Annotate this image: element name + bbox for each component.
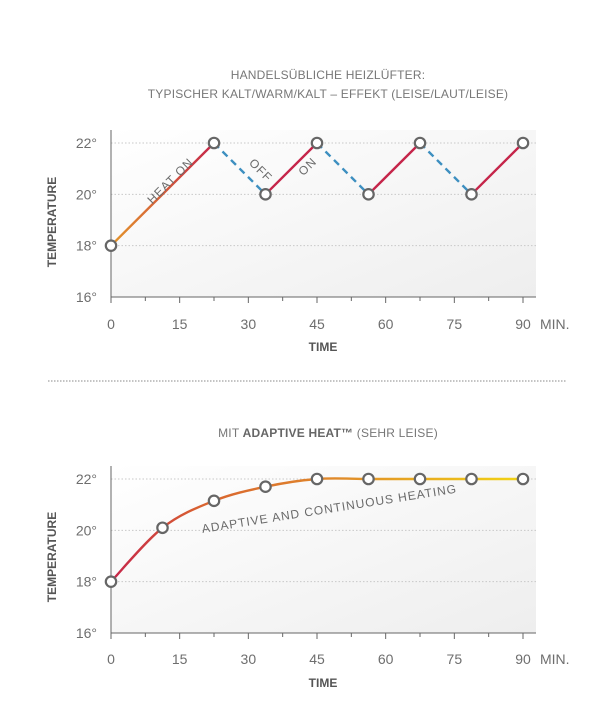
chart2-axes: [110, 466, 536, 639]
y-tick-label: 22°: [76, 135, 97, 151]
x-tick-label: 60: [378, 651, 394, 667]
chart-kalt-warm-kalt: HANDELSÜBLICHE HEIZLÜFTER: TYPISCHER KAL…: [45, 68, 570, 354]
heat-off-segment: [316, 142, 370, 196]
x-tick-label: 15: [172, 651, 188, 667]
x-tick-label: 30: [241, 651, 257, 667]
y-tick-label: 16°: [76, 289, 97, 305]
chart1-y-tick-labels: 16° 18° 20° 22°: [76, 135, 97, 305]
data-point-marker: [156, 521, 169, 535]
chart2-title-prefix: MIT: [218, 426, 243, 440]
y-tick-label: 20°: [76, 522, 97, 538]
chart1-grid: [111, 142, 536, 247]
chart2-y-axis-title: TEMPERATURE: [45, 512, 59, 602]
chart1-x-tick-labels: 0 15 30 45 60 75 90: [107, 316, 531, 332]
chart2-y-tick-labels: 16° 18° 20° 22°: [76, 471, 97, 641]
x-tick-label: 75: [447, 316, 463, 332]
data-point-marker: [207, 136, 221, 150]
data-point-marker: [516, 472, 530, 486]
chart1-series-lines: [109, 141, 525, 247]
heat-on-segment: [470, 141, 525, 196]
data-point-marker: [259, 480, 272, 493]
heat-off-segment: [419, 142, 473, 196]
chart1-title-line2: TYPISCHER KALT/WARM/KALT – EFFEKT (LEISE…: [148, 87, 509, 101]
chart1-title-line1: HANDELSÜBLICHE HEIZLÜFTER:: [231, 68, 426, 82]
x-tick-label: 0: [107, 316, 115, 332]
chart1-axes: [110, 130, 536, 303]
chart2-title-brand: ADAPTIVE HEAT™: [243, 426, 354, 440]
chart2-x-tick-labels: 0 15 30 45 60 75 90: [107, 651, 531, 667]
chart1-x-unit: MIN.: [540, 316, 570, 332]
data-point-marker: [465, 188, 478, 201]
chart1-plot-area: [111, 130, 536, 297]
x-tick-label: 45: [309, 651, 325, 667]
y-tick-label: 16°: [76, 625, 97, 641]
data-point-marker: [465, 472, 478, 486]
chart2-title: MIT ADAPTIVE HEAT™ (SEHR LEISE): [218, 426, 438, 440]
x-tick-label: 15: [172, 316, 188, 332]
y-tick-label: 22°: [76, 471, 97, 487]
data-point-marker: [104, 239, 118, 252]
data-point-marker: [104, 575, 118, 588]
data-point-marker: [516, 136, 530, 150]
data-point-marker: [310, 136, 324, 150]
chart2-plot-area: [111, 466, 536, 633]
data-point-marker: [259, 188, 272, 201]
data-point-marker: [413, 472, 427, 486]
chart2-points: [104, 472, 530, 588]
chart1-x-axis-title: TIME: [309, 340, 338, 354]
data-point-marker: [310, 472, 324, 486]
chart2-x-unit: MIN.: [540, 651, 570, 667]
chart1-points: [104, 136, 530, 252]
heat-on-segment: [109, 141, 216, 247]
y-tick-label: 18°: [76, 238, 97, 254]
data-point-marker: [413, 136, 427, 150]
heat-on-segment: [264, 141, 319, 196]
x-tick-label: 90: [515, 316, 531, 332]
data-point-marker: [362, 188, 375, 201]
x-tick-label: 45: [309, 316, 325, 332]
y-tick-label: 18°: [76, 574, 97, 590]
data-point-marker: [362, 472, 375, 486]
chart-adaptive-heat: MIT ADAPTIVE HEAT™ (SEHR LEISE) 16° 18° 20…: [45, 426, 570, 690]
x-tick-label: 75: [447, 651, 463, 667]
heat-off-segment: [213, 142, 267, 196]
x-tick-label: 0: [107, 651, 115, 667]
y-tick-label: 20°: [76, 186, 97, 202]
x-tick-label: 60: [378, 316, 394, 332]
chart1-y-axis-title: TEMPERATURE: [45, 177, 59, 267]
x-tick-label: 30: [241, 316, 257, 332]
data-point-marker: [207, 494, 221, 508]
chart2-title-suffix: (SEHR LEISE): [353, 426, 438, 440]
x-tick-label: 90: [515, 651, 531, 667]
chart2-x-axis-title: TIME: [309, 676, 338, 690]
heat-on-segment: [367, 141, 422, 196]
